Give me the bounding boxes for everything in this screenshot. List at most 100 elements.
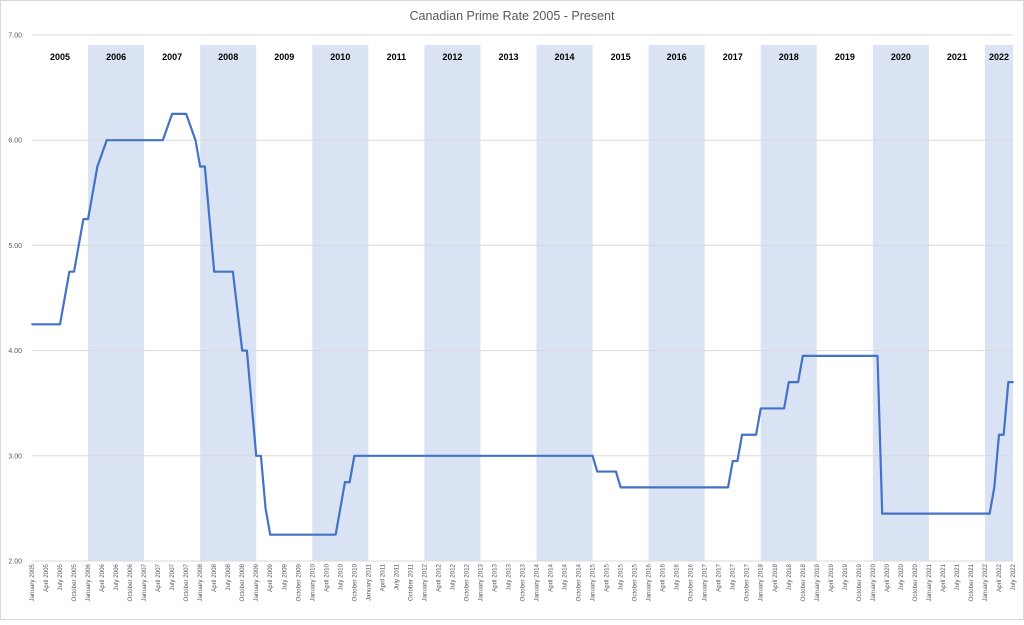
x-axis-ticks: January 2005 April 2005 July 2005 October 2… bbox=[29, 563, 1017, 601]
data-point bbox=[241, 349, 244, 352]
year-label-2019: 2019 bbox=[835, 52, 855, 62]
year-label-2014: 2014 bbox=[555, 52, 575, 62]
chart-title: Canadian Prime Rate 2005 - Present bbox=[410, 9, 616, 23]
data-point bbox=[348, 481, 351, 483]
year-band-2006 bbox=[88, 45, 145, 561]
year-label-2006: 2006 bbox=[106, 52, 126, 62]
x-tick-label: April 2013 bbox=[491, 563, 498, 591]
data-point bbox=[988, 512, 991, 515]
x-tick-label: April 2007 bbox=[155, 563, 162, 591]
y-tick-label: 7.00 bbox=[8, 33, 22, 40]
year-label-2018: 2018 bbox=[779, 52, 799, 62]
x-tick-label: July 2020 bbox=[898, 563, 905, 590]
x-tick-label: January 2013 bbox=[477, 563, 484, 601]
data-point bbox=[68, 270, 71, 273]
year-label-2016: 2016 bbox=[667, 52, 687, 62]
x-tick-label: October 2009 bbox=[295, 563, 302, 601]
x-tick-label: July 2022 bbox=[1010, 563, 1017, 590]
data-point bbox=[727, 486, 729, 489]
x-tick-label: January 2011 bbox=[365, 563, 372, 601]
data-point bbox=[797, 381, 800, 384]
x-tick-label: October 2007 bbox=[183, 563, 190, 601]
x-tick-label: July 2013 bbox=[505, 563, 512, 590]
data-point bbox=[344, 481, 346, 483]
year-bands bbox=[88, 45, 1013, 561]
x-tick-label: October 2018 bbox=[800, 563, 807, 601]
x-tick-label: October 2016 bbox=[688, 563, 695, 601]
data-point bbox=[31, 323, 33, 326]
data-point bbox=[199, 165, 202, 168]
x-tick-label: July 2015 bbox=[618, 563, 625, 590]
data-point bbox=[213, 270, 216, 273]
data-point bbox=[260, 454, 262, 457]
x-tick-label: April 2020 bbox=[884, 563, 891, 591]
x-tick-label: January 2012 bbox=[421, 563, 428, 601]
year-band-2018 bbox=[760, 45, 817, 561]
y-tick-label: 2.00 bbox=[8, 559, 22, 566]
year-label-2021: 2021 bbox=[947, 52, 967, 62]
x-tick-label: April 2008 bbox=[211, 563, 218, 591]
y-axis-ticks: 2.00 3.00 4.00 5.00 6.00 7.00 bbox=[8, 33, 22, 566]
data-point bbox=[334, 533, 337, 536]
data-point bbox=[801, 354, 804, 357]
x-tick-label: October 2010 bbox=[351, 563, 358, 601]
x-tick-label: April 2019 bbox=[828, 563, 835, 591]
x-tick-label: April 2021 bbox=[940, 563, 947, 591]
data-point bbox=[59, 323, 61, 326]
x-tick-label: July 2011 bbox=[393, 563, 400, 590]
data-point bbox=[105, 139, 108, 142]
data-point bbox=[73, 270, 75, 273]
year-band-2020 bbox=[872, 45, 929, 561]
year-label-2008: 2008 bbox=[218, 52, 238, 62]
x-tick-label: January 2008 bbox=[197, 563, 204, 601]
y-tick-label: 4.00 bbox=[8, 348, 22, 355]
x-tick-label: July 2021 bbox=[954, 563, 961, 590]
x-tick-label: October 2017 bbox=[744, 563, 751, 601]
x-tick-label: July 2019 bbox=[842, 563, 849, 590]
data-point bbox=[161, 139, 164, 142]
year-band-2008 bbox=[200, 45, 257, 561]
data-point bbox=[194, 139, 197, 142]
year-label-2015: 2015 bbox=[611, 52, 631, 62]
x-tick-label: October 2006 bbox=[127, 563, 134, 601]
x-tick-label: July 2007 bbox=[169, 563, 176, 590]
year-label-2007: 2007 bbox=[162, 52, 182, 62]
x-tick-label: April 2015 bbox=[604, 563, 611, 591]
year-label-2012: 2012 bbox=[442, 52, 462, 62]
data-point bbox=[731, 460, 734, 462]
data-point bbox=[998, 433, 1000, 436]
year-band-2010 bbox=[312, 45, 369, 561]
x-tick-label: October 2021 bbox=[968, 563, 975, 601]
x-tick-label: April 2016 bbox=[660, 563, 667, 591]
x-tick-label: April 2006 bbox=[99, 563, 106, 591]
year-labels: 2005 2006 2007 2008 2009 2010 2011 2012 2013 2014… bbox=[50, 52, 1009, 62]
year-label-2020: 2020 bbox=[891, 52, 911, 62]
x-tick-label: January 2007 bbox=[141, 563, 148, 601]
x-tick-label: October 2020 bbox=[912, 563, 919, 601]
year-label-2009: 2009 bbox=[274, 52, 294, 62]
data-point bbox=[353, 454, 356, 457]
data-point bbox=[96, 165, 99, 168]
year-label-2022: 2022 bbox=[989, 52, 1009, 62]
data-point bbox=[185, 113, 188, 115]
data-point bbox=[587, 454, 589, 457]
x-tick-label: July 2012 bbox=[449, 563, 456, 590]
year-label-2005: 2005 bbox=[50, 52, 70, 62]
x-tick-label: January 2020 bbox=[870, 563, 877, 601]
data-point bbox=[82, 218, 85, 221]
x-tick-label: April 2010 bbox=[323, 563, 330, 591]
data-point bbox=[231, 270, 234, 273]
x-tick-label: January 2018 bbox=[758, 563, 765, 601]
year-label-2010: 2010 bbox=[330, 52, 350, 62]
x-tick-label: January 2017 bbox=[702, 563, 709, 601]
year-label-2011: 2011 bbox=[387, 52, 407, 62]
data-point bbox=[269, 533, 272, 536]
data-point bbox=[759, 407, 762, 410]
data-point bbox=[619, 486, 622, 489]
x-tick-label: January 2006 bbox=[85, 563, 92, 601]
x-tick-label: January 2015 bbox=[590, 563, 597, 601]
data-point bbox=[339, 507, 342, 510]
x-tick-label: April 2012 bbox=[435, 563, 442, 591]
